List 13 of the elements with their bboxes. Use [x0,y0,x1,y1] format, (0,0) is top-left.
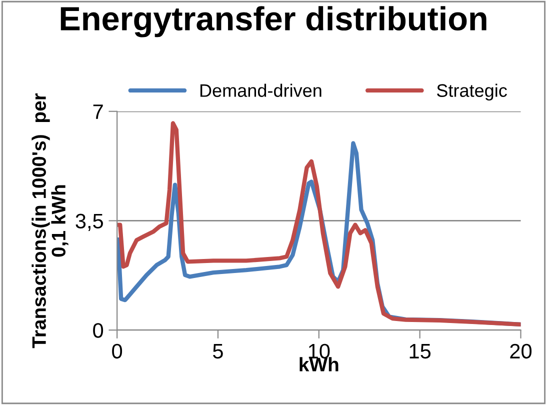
x-axis-title: kWh [300,357,338,372]
y-tick-label: 3,5 [76,214,103,231]
x-tick-label: 0 [112,344,122,359]
x-tick-label: 5 [213,344,223,359]
legend-label: Strategic [436,84,507,101]
y-axis-title: Transactions(in 1000's) per 0,1 kWh [32,93,68,348]
chart-title: Energytransfer distribution [60,6,486,38]
x-tick-label: 15 [410,344,431,359]
legend-label: Demand-driven [200,84,322,97]
y-tick-label: 0 [93,323,104,338]
x-tick-label: 20 [510,344,532,359]
y-tick-label: 7 [93,104,103,119]
x-tick-label: 10 [308,344,330,359]
